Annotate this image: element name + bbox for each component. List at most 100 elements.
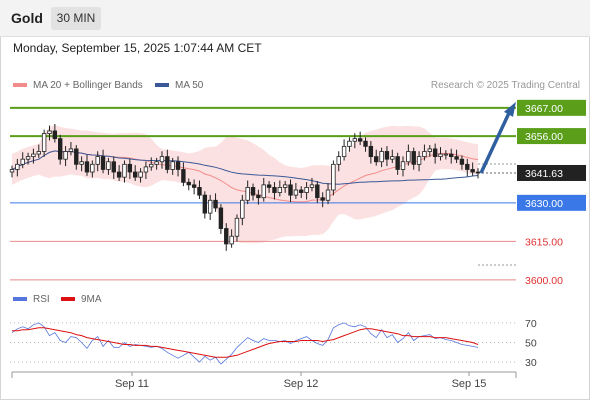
candle-body bbox=[170, 161, 175, 170]
legend-ma20: MA 20 + Bollinger Bands bbox=[13, 80, 143, 91]
rsi-legend-label: 9MA bbox=[81, 294, 102, 305]
candle-body bbox=[229, 235, 234, 245]
legend-label-ma50: MA 50 bbox=[175, 80, 204, 91]
candle-body bbox=[347, 140, 352, 147]
candle-body bbox=[175, 161, 181, 170]
candle-body bbox=[149, 163, 154, 168]
candle-body bbox=[84, 161, 90, 173]
candle-body bbox=[240, 199, 245, 219]
candle-body bbox=[127, 163, 133, 173]
candle-body bbox=[95, 156, 100, 165]
series-line-RSI bbox=[11, 322, 479, 365]
candle-body bbox=[154, 161, 159, 165]
candle-body bbox=[293, 189, 299, 196]
candle-body bbox=[90, 163, 95, 173]
candle-body bbox=[475, 171, 481, 174]
x-tick-label: Sep 15 bbox=[452, 378, 487, 390]
candle-body bbox=[165, 156, 170, 170]
candle-body bbox=[68, 148, 74, 152]
candle-body bbox=[31, 153, 36, 158]
candle-body bbox=[41, 133, 47, 152]
candle-body bbox=[438, 153, 443, 158]
candle-body bbox=[288, 184, 293, 196]
rsi-tick-label: 50 bbox=[525, 338, 537, 350]
candle-body bbox=[47, 130, 52, 134]
candle-body bbox=[20, 158, 25, 165]
candle-body bbox=[357, 138, 363, 142]
candle-body bbox=[454, 156, 459, 160]
legend-label-ma20: MA 20 + Bollinger Bands bbox=[33, 80, 143, 91]
candle-body bbox=[186, 181, 191, 186]
candle-body bbox=[191, 184, 197, 188]
candle-body bbox=[266, 184, 272, 188]
projection-arrow bbox=[479, 110, 512, 174]
candle-body bbox=[374, 156, 379, 163]
candle-body bbox=[197, 187, 202, 196]
candle-body bbox=[395, 156, 400, 170]
instrument-title: Gold bbox=[11, 10, 43, 26]
candle-body bbox=[202, 194, 208, 214]
candle-body bbox=[106, 161, 111, 170]
candle-body bbox=[384, 151, 390, 160]
candle-body bbox=[58, 138, 63, 160]
candle-body bbox=[224, 228, 229, 245]
rsi-pane: 70 50 30 RSI 9MA bbox=[10, 294, 537, 369]
legend-ma50: MA 50 bbox=[155, 80, 203, 91]
candles bbox=[9, 124, 481, 251]
ma50-line bbox=[11, 150, 479, 185]
candle-body bbox=[459, 158, 465, 165]
level-label-box-3656.00 bbox=[517, 128, 586, 145]
candle-body bbox=[207, 199, 213, 214]
candle-body bbox=[309, 184, 315, 188]
candle-body bbox=[143, 166, 149, 173]
candle-body bbox=[341, 145, 347, 158]
candle-body bbox=[363, 140, 368, 147]
candle-body bbox=[304, 187, 309, 193]
candle-body bbox=[132, 171, 138, 178]
projection-arrowhead bbox=[504, 101, 516, 117]
candle-body bbox=[331, 163, 336, 191]
timeframe-tab[interactable]: 30 MIN bbox=[51, 7, 101, 30]
candle-body bbox=[336, 156, 341, 165]
rsi-legend-label: RSI bbox=[33, 294, 50, 305]
candle-body bbox=[379, 151, 384, 163]
level-label-3600.00: 3600.00 bbox=[525, 275, 563, 287]
rsi-legend-swatch bbox=[13, 297, 27, 301]
level-label-box-3667.00 bbox=[517, 99, 586, 116]
candle-body bbox=[406, 151, 411, 163]
level-label-3641.63: 3641.63 bbox=[525, 168, 563, 180]
candle-body bbox=[277, 187, 283, 193]
candle-body bbox=[272, 187, 277, 193]
candle-body bbox=[52, 130, 58, 140]
candle-body bbox=[411, 151, 416, 165]
series-line-9MA bbox=[12, 327, 479, 358]
candle-body bbox=[122, 163, 127, 178]
research-credit: Research © 2025 Trading Central bbox=[430, 80, 580, 91]
candle-body bbox=[449, 153, 454, 158]
level-label-3656.00: 3656.00 bbox=[525, 131, 563, 143]
candle-body bbox=[470, 169, 475, 173]
candle-body bbox=[245, 187, 250, 201]
candle-body bbox=[432, 148, 438, 158]
candle-body bbox=[9, 169, 15, 173]
price-levels: 3667.00 3656.00 3641.63 3630.00 3615.00 3600.… bbox=[10, 99, 586, 287]
candle-body bbox=[234, 217, 240, 237]
x-axis: Sep 11 Sep 12 Sep 15 bbox=[11, 371, 517, 390]
rsi-tick-label: 70 bbox=[525, 318, 537, 330]
candle-body bbox=[422, 151, 427, 158]
header-bar: Gold 30 MIN bbox=[0, 0, 590, 37]
candle-body bbox=[315, 184, 320, 199]
bollinger-band bbox=[12, 125, 478, 244]
candle-body bbox=[250, 187, 256, 196]
candle-body bbox=[443, 153, 449, 156]
candle-body bbox=[427, 148, 432, 152]
candle-body bbox=[465, 163, 470, 170]
candle-body bbox=[400, 161, 406, 170]
candle-body bbox=[181, 169, 186, 183]
candle-body bbox=[79, 161, 84, 165]
candle-body bbox=[256, 194, 261, 199]
candle-body bbox=[111, 161, 116, 173]
candle-body bbox=[261, 184, 266, 199]
candle-body bbox=[213, 199, 218, 209]
candle-body bbox=[63, 151, 68, 160]
